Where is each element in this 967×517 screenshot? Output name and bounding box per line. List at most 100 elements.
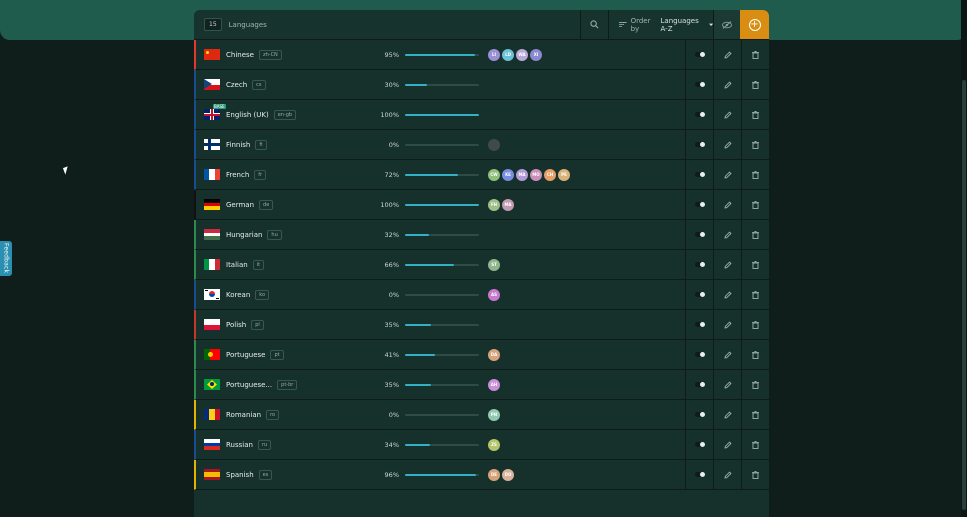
language-enabled-toggle[interactable]	[685, 100, 713, 129]
delete-language-button[interactable]	[741, 460, 769, 489]
language-row[interactable]: Portuguese pt 41% DA	[194, 340, 769, 370]
order-by-dropdown[interactable]: Order by Languages A-Z	[608, 10, 713, 39]
language-enabled-toggle[interactable]	[685, 460, 713, 489]
edit-language-button[interactable]	[713, 160, 741, 189]
avatar[interactable]	[488, 138, 500, 151]
translation-percent: 66%	[384, 260, 399, 269]
edit-language-button[interactable]	[713, 190, 741, 219]
avatar[interactable]: PN	[488, 408, 500, 421]
language-name: Hungarian	[226, 230, 263, 239]
avatar[interactable]: ZS	[488, 438, 500, 451]
avatar[interactable]: XI	[530, 48, 542, 61]
delete-language-button[interactable]	[741, 130, 769, 159]
search-button[interactable]	[580, 10, 608, 39]
avatar[interactable]: MO	[530, 168, 542, 181]
language-enabled-toggle[interactable]	[685, 340, 713, 369]
translation-percent: 0%	[388, 410, 399, 419]
toggle-visibility-button[interactable]	[713, 10, 740, 39]
language-row[interactable]: Polish pl 35%	[194, 310, 769, 340]
edit-language-button[interactable]	[713, 280, 741, 309]
edit-language-button[interactable]	[713, 100, 741, 129]
delete-language-button[interactable]	[741, 190, 769, 219]
language-row[interactable]: German de 100% FH MA	[194, 190, 769, 220]
avatar[interactable]: AH	[488, 378, 500, 391]
delete-language-button[interactable]	[741, 250, 769, 279]
language-row[interactable]: Chinese zh-CN 95% LI LD WA XI	[194, 40, 769, 70]
language-row[interactable]: Hungarian hu 32%	[194, 220, 769, 250]
language-row[interactable]: French fr 72% CW KE MA MO CH PE	[194, 160, 769, 190]
language-row[interactable]: Spanish es 96% DE DO	[194, 460, 769, 490]
edit-language-button[interactable]	[713, 220, 741, 249]
language-enabled-toggle[interactable]	[685, 190, 713, 219]
language-enabled-toggle[interactable]	[685, 430, 713, 459]
language-enabled-toggle[interactable]	[685, 220, 713, 249]
add-language-button[interactable]: +	[740, 10, 769, 39]
edit-language-button[interactable]	[713, 130, 741, 159]
avatar[interactable]: MA	[516, 168, 528, 181]
edit-language-button[interactable]	[713, 70, 741, 99]
language-enabled-toggle[interactable]	[685, 370, 713, 399]
language-enabled-toggle[interactable]	[685, 130, 713, 159]
delete-language-button[interactable]	[741, 220, 769, 249]
avatar[interactable]: DE	[488, 468, 500, 481]
eye-off-icon	[722, 20, 732, 29]
language-row[interactable]: Romanian ro 0% PN	[194, 400, 769, 430]
trash-icon	[752, 290, 759, 299]
avatar[interactable]: DA	[488, 348, 500, 361]
edit-language-button[interactable]	[713, 430, 741, 459]
avatar[interactable]: DO	[502, 468, 514, 481]
feedback-tab[interactable]: Feedback	[0, 241, 12, 276]
scrollbar-thumb[interactable]	[962, 80, 966, 510]
country-flag-icon	[204, 439, 220, 450]
delete-language-button[interactable]	[741, 100, 769, 129]
edit-language-button[interactable]	[713, 40, 741, 69]
language-enabled-toggle[interactable]	[685, 310, 713, 339]
avatar[interactable]: WA	[516, 48, 528, 61]
edit-language-button[interactable]	[713, 310, 741, 339]
avatar[interactable]: PE	[558, 168, 570, 181]
delete-language-button[interactable]	[741, 160, 769, 189]
delete-language-button[interactable]	[741, 430, 769, 459]
language-row[interactable]: Czech cs 30%	[194, 70, 769, 100]
language-row[interactable]: BASE English (UK) en-gb 100%	[194, 100, 769, 130]
avatar[interactable]: LI	[488, 48, 500, 61]
language-row[interactable]: Finnish fi 0%	[194, 130, 769, 160]
delete-language-button[interactable]	[741, 400, 769, 429]
language-row[interactable]: Portuguese... pt-br 35% AH	[194, 370, 769, 400]
avatar[interactable]: LD	[502, 48, 514, 61]
translation-progress-bar	[405, 353, 479, 356]
language-row[interactable]: Italian it 66% ST	[194, 250, 769, 280]
delete-language-button[interactable]	[741, 40, 769, 69]
delete-language-button[interactable]	[741, 370, 769, 399]
avatar[interactable]: AS	[488, 288, 500, 301]
edit-language-button[interactable]	[713, 250, 741, 279]
trash-icon	[752, 260, 759, 269]
language-enabled-toggle[interactable]	[685, 160, 713, 189]
language-enabled-toggle[interactable]	[685, 280, 713, 309]
language-enabled-toggle[interactable]	[685, 70, 713, 99]
progress-bar-fill	[405, 113, 479, 116]
language-code-tag: fi	[255, 139, 267, 150]
avatar[interactable]: CH	[544, 168, 556, 181]
language-enabled-toggle[interactable]	[685, 250, 713, 279]
edit-language-button[interactable]	[713, 370, 741, 399]
avatar[interactable]: CW	[488, 168, 500, 181]
toggle-switch-icon	[694, 322, 705, 327]
avatar[interactable]: ST	[488, 258, 500, 271]
delete-language-button[interactable]	[741, 310, 769, 339]
edit-language-button[interactable]	[713, 400, 741, 429]
edit-language-button[interactable]	[713, 460, 741, 489]
delete-language-button[interactable]	[741, 340, 769, 369]
language-code-tag: it	[252, 259, 265, 270]
language-row[interactable]: Korean ko 0% AS	[194, 280, 769, 310]
delete-language-button[interactable]	[741, 280, 769, 309]
page-scrollbar[interactable]	[961, 0, 967, 517]
edit-language-button[interactable]	[713, 340, 741, 369]
language-enabled-toggle[interactable]	[685, 40, 713, 69]
avatar[interactable]: KE	[502, 168, 514, 181]
delete-language-button[interactable]	[741, 70, 769, 99]
avatar[interactable]: MA	[502, 198, 514, 211]
language-row[interactable]: Russian ru 34% ZS	[194, 430, 769, 460]
avatar[interactable]: FH	[488, 198, 500, 211]
language-enabled-toggle[interactable]	[685, 400, 713, 429]
